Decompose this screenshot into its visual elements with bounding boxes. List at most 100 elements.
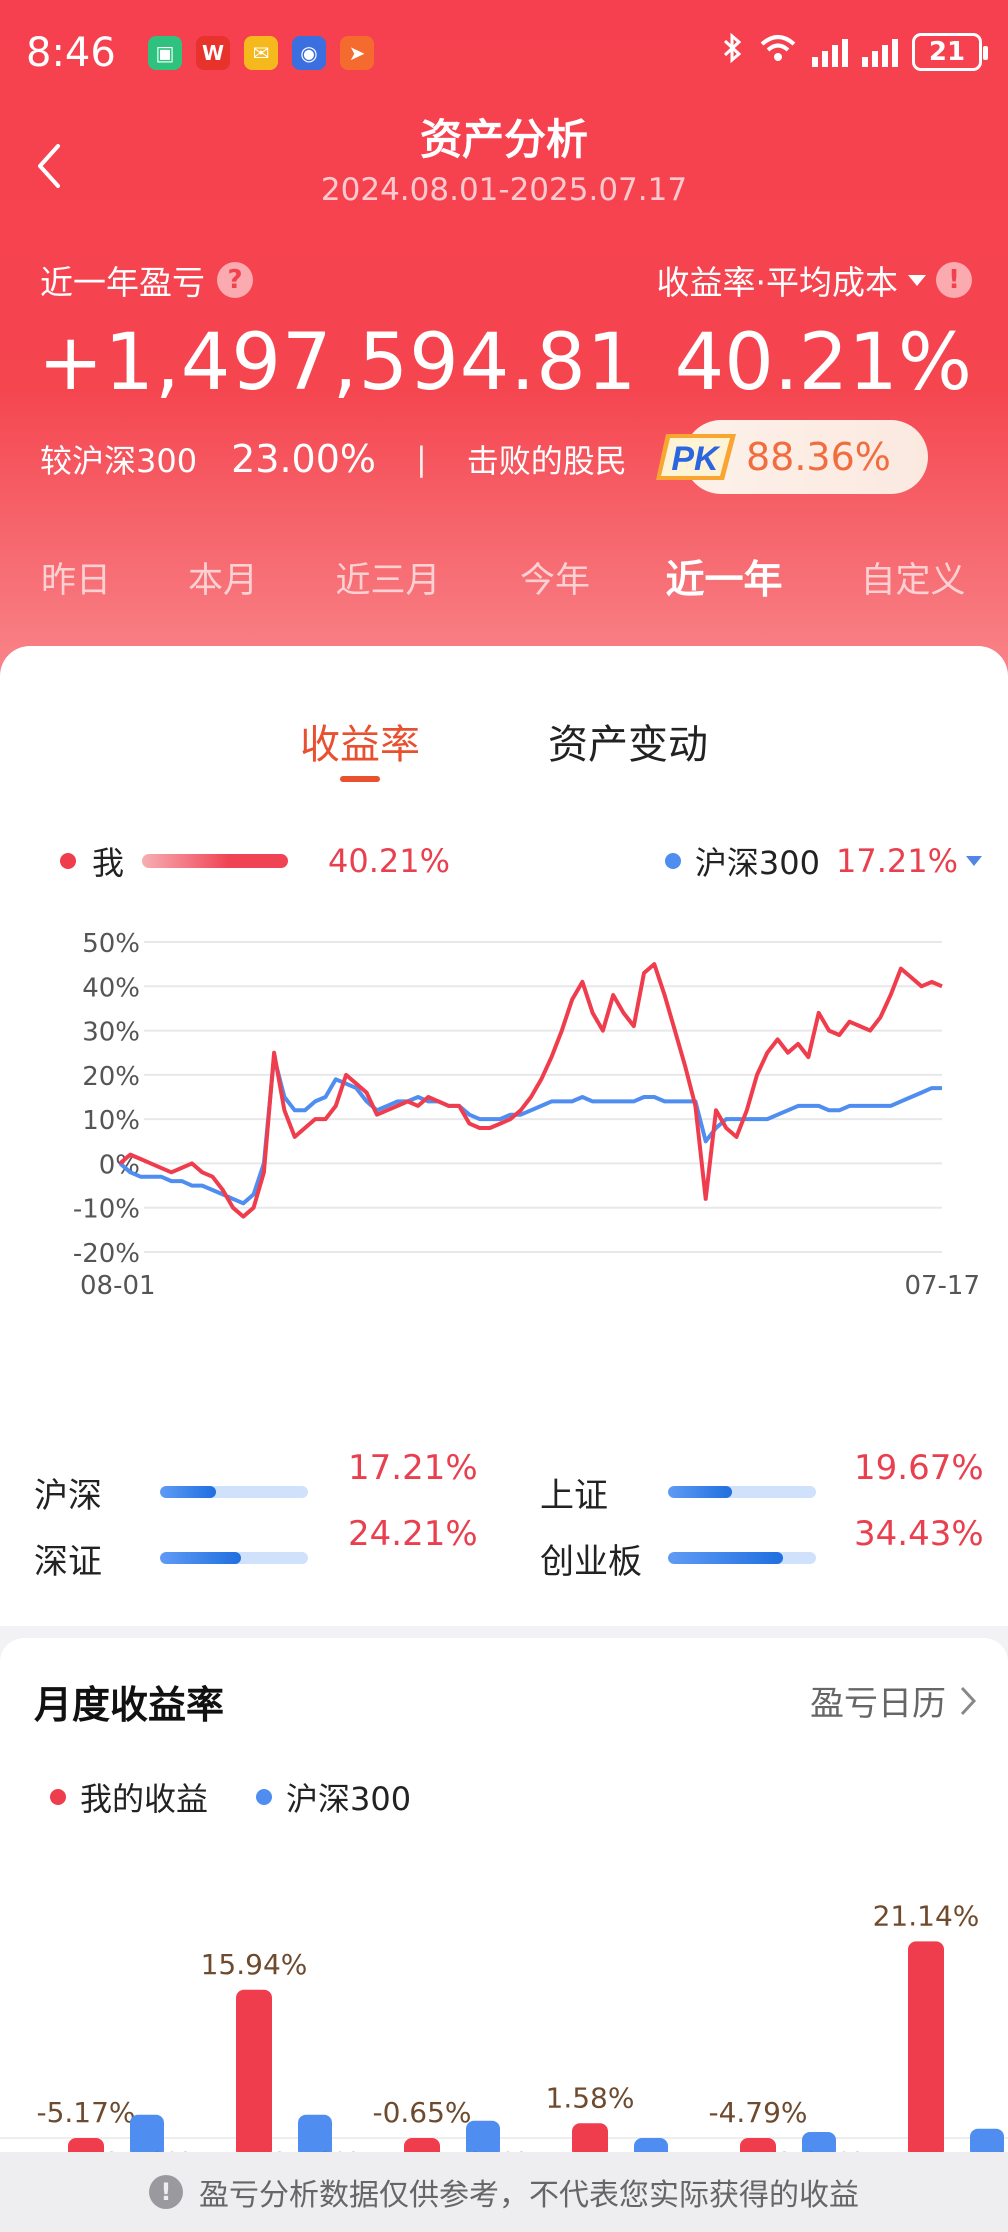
my-return-label: -4.79% [708,2096,807,2129]
benchmark-bar [130,2114,164,2158]
tab-one-year[interactable]: 近一年 [665,558,783,603]
index-track [668,1486,816,1498]
tab-yesterday[interactable]: 昨日 [40,561,112,601]
series-line-me [118,962,943,1219]
segment-asset-change[interactable]: 资产变动 [548,722,708,768]
legend-bench-label[interactable]: 沪深300 [694,844,820,882]
rate-label[interactable]: 收益率·平均成本 [656,263,899,302]
legend-bench-value[interactable]: 17.21% [835,842,958,880]
tab-this-year[interactable]: 今年 [519,561,591,601]
index-name: 沪深 [34,1476,102,1516]
beat-value[interactable]: 88.36% [684,420,928,494]
y-tick-label: -10% [73,1195,140,1225]
tab-three-months[interactable]: 近三月 [335,561,441,601]
series-line-benchmark [118,1055,942,1206]
pnl-value: +1,497,594.81 [38,318,638,408]
monthly-title: 月度收益率 [34,1683,225,1727]
status-bar: 8:46 ▣ W ✉ ◉ ➤ 21 [26,26,988,82]
index-value: 17.21% [348,1448,478,1488]
battery-icon: 21 [912,33,988,71]
index-name: 深证 [34,1542,102,1582]
my-return-bar [236,1989,272,2158]
back-icon[interactable] [30,136,70,196]
index-row-sh: 上证 [540,1468,608,1517]
compare-row: 较沪深300 23.00% | 击败的股民 [40,436,627,482]
date-range: 2024.08.01-2025.07.17 [320,172,688,208]
y-tick-label: 50% [82,929,140,959]
monthly-legend: 我的收益 沪深300 [50,1774,411,1820]
my-return-label: -0.65% [372,2096,471,2129]
page-title: 资产分析 [419,115,588,164]
calendar-link[interactable]: 盈亏日历 [810,1676,978,1725]
x-start-label: 08-01 [80,1271,156,1301]
pk-badge-icon: PK [656,434,736,480]
caret-down-icon[interactable] [966,856,982,866]
legend-my-dot [50,1789,66,1805]
calendar-link-label[interactable]: 盈亏日历 [810,1684,946,1724]
index-row-cyb: 创业板 [540,1534,642,1583]
monthly-bar-chart[interactable]: -5.17%2.50%15.94%2.50%-0.65%1.85%1.58%-4… [0,1868,1008,2168]
pk-badge-text: PK [671,440,721,478]
y-tick-label: 40% [82,973,140,1003]
benchmark-bar [466,2120,500,2158]
return-card: 收益率 资产变动 我 40.21% 沪深300 17.21% 50% 40% 30%… [0,646,1008,1626]
signal-icon [812,37,848,67]
signal-icon-2 [862,37,898,67]
index-row-sz: 深证 [34,1534,102,1583]
legend-benchmark[interactable]: 沪深300 17.21% [664,838,982,884]
legend-bench-label: 沪深300 [286,1780,412,1818]
index-track [160,1552,308,1564]
y-tick-label: 10% [82,1106,140,1136]
legend-bench-dot [256,1789,273,1805]
segment-underline [340,776,380,782]
index-row-hs: 沪深 [34,1468,102,1517]
benchmark-bar [298,2114,332,2158]
index-fill [160,1486,217,1498]
help-icon[interactable]: ? [217,262,253,298]
warning-icon: ! [149,2175,183,2209]
return-line-chart[interactable]: 50%40%30%20%10%0%-10%-20%08-01 07-17 [0,922,1008,1302]
my-return-bar [572,2123,608,2158]
status-time: 8:46 [26,30,116,76]
y-tick-label: -20% [73,1239,140,1269]
status-icons: 21 [722,32,988,72]
chevron-right-icon[interactable] [958,1684,978,1718]
legend-me-dot [60,853,76,869]
pnl-label-group: 近一年盈亏 ? [40,256,253,304]
monthly-card: 月度收益率 盈亏日历 我的收益 沪深300 -5.17%2.50%15.94%2… [0,1638,1008,2232]
app3-notification-icon: ➤ [340,36,374,70]
beat-label: 击败的股民 [466,442,627,480]
wifi-icon [758,32,798,72]
index-fill [668,1552,784,1564]
info-icon[interactable]: ! [936,262,972,298]
y-tick-label: 30% [82,1018,140,1048]
my-return-label: 15.94% [201,1948,308,1981]
legend-bench-dot [664,853,681,869]
y-tick-label: 20% [82,1062,140,1092]
my-return-bar [908,1941,944,2158]
legend-me-value: 40.21% [328,842,451,880]
app-notification-icon: ▣ [148,36,182,70]
notification-icons: ▣ W ✉ ◉ ➤ [148,36,374,70]
legend-me-label: 我 [92,844,125,882]
index-fill [668,1486,732,1498]
legend-me-line [142,854,289,868]
segment-return-rate[interactable]: 收益率 [300,722,420,768]
tab-this-month[interactable]: 本月 [187,561,259,601]
index-fill [160,1552,242,1564]
app2-notification-icon: ◉ [292,36,326,70]
disclaimer-text: 盈亏分析数据仅供参考，不代表您实际获得的收益 [199,2178,859,2213]
index-track [160,1486,308,1498]
benchmark-bar [802,2132,836,2158]
rate-selector[interactable]: 收益率·平均成本 ! [656,256,972,304]
header-area: 8:46 ▣ W ✉ ◉ ➤ 21 资产分析 2024.08.01-2025.0… [0,0,1008,700]
period-tabs: 昨日 本月 近三月 今年 近一年 自定义 [0,552,1008,612]
pk-pill[interactable]: 88.36% PK [654,420,928,494]
rate-value: 40.21% [674,318,972,408]
caret-down-icon[interactable] [908,274,926,286]
tab-custom[interactable]: 自定义 [860,561,966,601]
my-return-label: -5.17% [36,2096,135,2129]
my-return-label: 1.58% [546,2081,635,2114]
index-name: 上证 [540,1476,608,1516]
wps-notification-icon: W [196,36,230,70]
